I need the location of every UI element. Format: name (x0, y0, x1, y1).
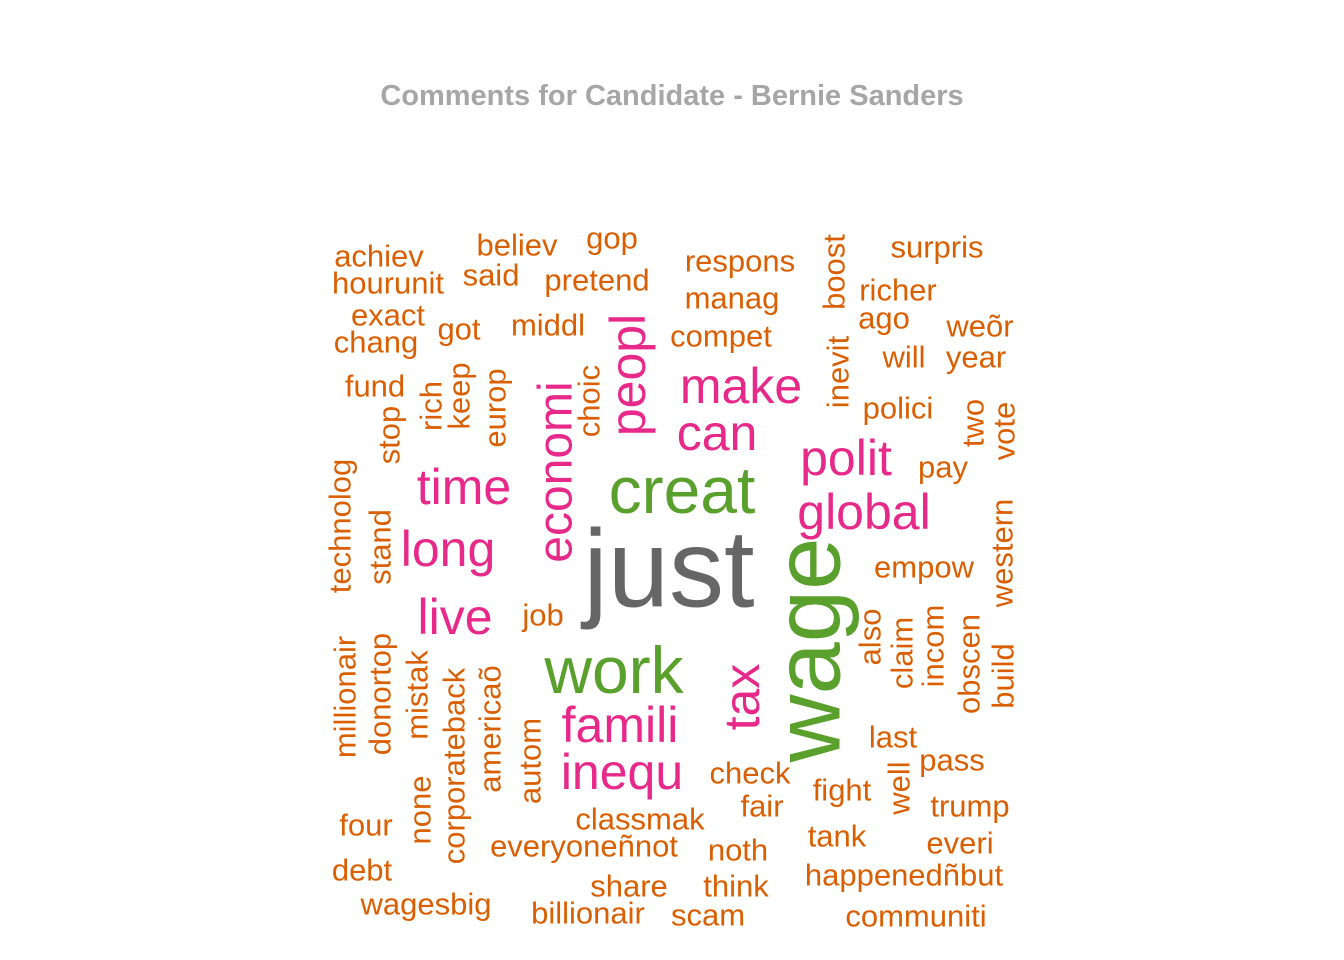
word-20: boost (817, 234, 852, 310)
word-51: job (521, 598, 563, 633)
word-21: surpris (890, 230, 983, 265)
word-31: ago (858, 301, 910, 336)
word-74: everi (926, 826, 993, 861)
word-82: billionair (531, 896, 645, 931)
word-41: choic (572, 365, 607, 437)
word-26: richer (859, 273, 937, 308)
word-49: western (985, 499, 1020, 609)
word-3: wage (755, 538, 860, 764)
word-64: well (882, 761, 917, 815)
word-73: tank (808, 819, 867, 854)
word-9: time (417, 459, 511, 515)
word-1: creat (609, 453, 756, 527)
word-62: autom (513, 718, 548, 804)
word-70: trump (930, 789, 1009, 824)
word-50: empow (874, 550, 975, 585)
word-61: americaõ (473, 665, 508, 793)
word-40: europ (478, 368, 513, 447)
word-83: scam (671, 898, 745, 933)
word-71: four (339, 808, 392, 843)
word-72: classmak (575, 802, 705, 837)
word-7: can (677, 405, 758, 461)
word-25: manag (685, 281, 780, 316)
word-53: claim (885, 617, 920, 689)
word-15: inequ (561, 744, 683, 800)
word-55: obscen (952, 614, 987, 714)
word-29: middl (511, 308, 585, 343)
word-10: global (797, 484, 930, 540)
word-44: vote (987, 402, 1022, 461)
word-80: think (703, 869, 769, 904)
word-68: fight (813, 773, 872, 808)
word-6: make (680, 358, 802, 414)
word-84: communiti (845, 899, 986, 934)
word-79: happenedñbut (805, 858, 1004, 893)
word-12: live (417, 589, 492, 645)
word-8: polit (800, 430, 892, 486)
word-14: famili (562, 697, 679, 753)
word-45: stop (372, 406, 407, 465)
word-24: pretend (544, 263, 649, 298)
word-33: chang (334, 325, 418, 360)
word-37: fund (345, 369, 405, 404)
word-5: peopl (600, 314, 656, 436)
word-54: incom (916, 605, 951, 688)
word-69: fair (740, 789, 783, 824)
word-67: none (403, 776, 438, 845)
word-76: noth (708, 833, 768, 868)
word-38: rich (414, 381, 449, 431)
word-16: achiev (334, 239, 424, 274)
word-57: millionair (328, 636, 363, 758)
word-65: pass (919, 743, 984, 778)
word-17: believ (477, 228, 558, 263)
word-11: long (401, 521, 496, 577)
word-59: mistak (400, 650, 435, 740)
word-36: year (946, 340, 1006, 375)
word-19: respons (685, 244, 795, 279)
word-46: pay (918, 450, 968, 485)
word-78: share (590, 869, 668, 904)
word-23: said (463, 258, 520, 293)
word-18: gop (586, 221, 638, 256)
word-56: build (986, 643, 1021, 709)
word-63: last (869, 720, 918, 755)
word-2: work (543, 633, 684, 707)
word-28: got (437, 312, 480, 347)
word-0: just (580, 508, 754, 631)
word-42: polici (863, 391, 934, 426)
word-81: wagesbig (360, 887, 492, 922)
word-35: will (881, 340, 925, 375)
word-30: compet (670, 319, 772, 354)
word-34: inevit (821, 335, 856, 408)
word-47: technolog (323, 459, 358, 593)
word-22: hourunit (332, 266, 444, 301)
word-52: also (853, 609, 888, 666)
word-27: exact (351, 298, 425, 333)
word-48: stand (363, 509, 398, 585)
word-75: everyoneñnot (490, 829, 678, 864)
word-32: weõr (945, 309, 1013, 344)
word-58: donortop (363, 633, 398, 755)
word-13: tax (714, 664, 770, 731)
word-60: corporateback (437, 667, 472, 864)
word-77: debt (332, 853, 393, 888)
word-39: keep (442, 362, 477, 429)
word-43: two (956, 399, 991, 447)
word-4: economi (530, 381, 583, 562)
chart-title: Comments for Candidate - Bernie Sanders (380, 80, 964, 112)
word-66: check (710, 756, 791, 791)
